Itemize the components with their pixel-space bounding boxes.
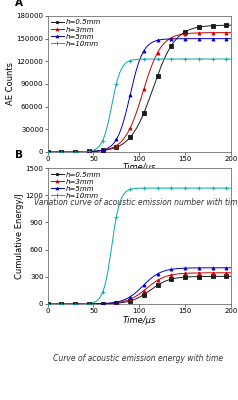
Text: Curve of acoustic emission energy with time: Curve of acoustic emission energy with t…	[53, 354, 223, 363]
Text: Variation curve of acoustic emission number with time: Variation curve of acoustic emission num…	[34, 198, 238, 207]
Text: B: B	[15, 150, 23, 160]
Legend: h=0.5mm, h=3mm, h=5mm, h=10mm: h=0.5mm, h=3mm, h=5mm, h=10mm	[50, 170, 102, 200]
Y-axis label: Cumulative Energy/J: Cumulative Energy/J	[15, 193, 24, 279]
X-axis label: Time/μs: Time/μs	[123, 316, 156, 324]
X-axis label: Time/μs: Time/μs	[123, 164, 156, 172]
Legend: h=0.5mm, h=3mm, h=5mm, h=10mm: h=0.5mm, h=3mm, h=5mm, h=10mm	[50, 18, 102, 48]
Text: A: A	[15, 0, 23, 8]
Y-axis label: AE Counts: AE Counts	[6, 62, 15, 106]
